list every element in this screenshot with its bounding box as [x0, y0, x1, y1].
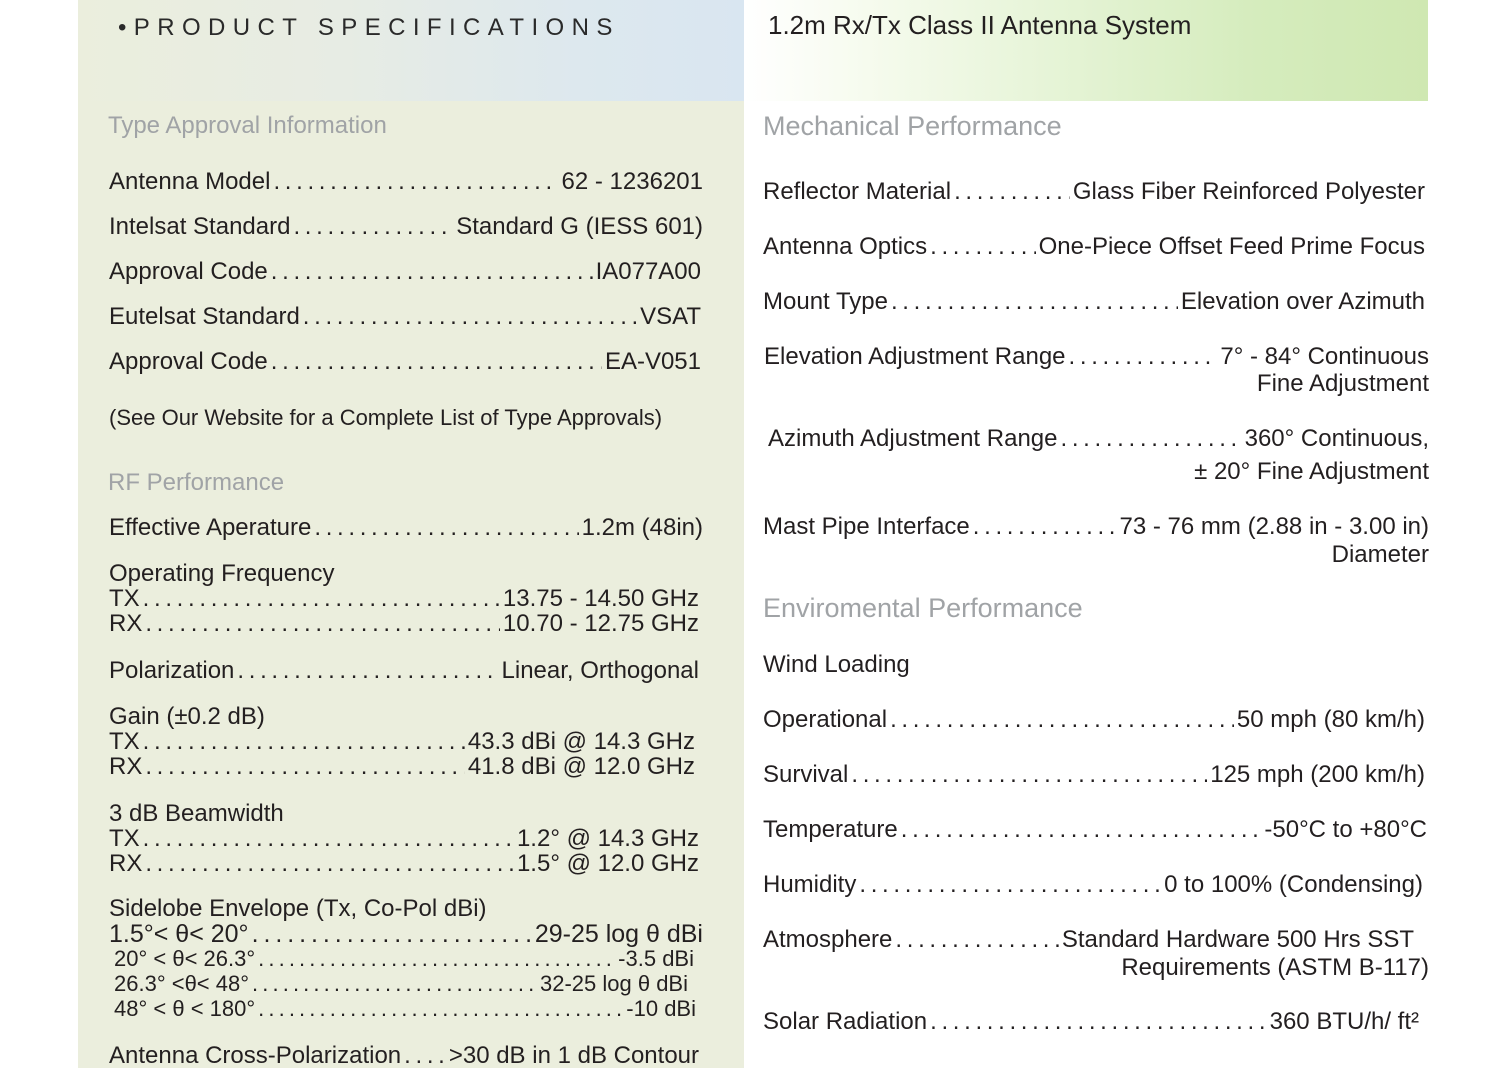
- spec-row-elevation-range: Elevation Adjustment Range7° - 84° Conti…: [764, 344, 1429, 370]
- mast-pipe-continued: Diameter: [1331, 541, 1429, 568]
- gain-label: Gain (±0.2 dB): [109, 703, 265, 730]
- atmosphere-continued: Requirements (ASTM B-117): [1121, 954, 1429, 981]
- spec-row-antenna-optics: Antenna OpticsOne-Piece Offset Feed Prim…: [763, 234, 1425, 260]
- rf-performance-heading: RF Performance: [108, 469, 285, 496]
- type-approval-heading: Type Approval Information: [108, 112, 387, 139]
- spec-row-sidelobe-1: 1.5°< θ< 20°29-25 log θ dBi: [109, 921, 703, 947]
- spec-row-eutelsat-standard: Eutelsat StandardVSAT: [109, 304, 701, 330]
- beamwidth-label: 3 dB Beamwidth: [109, 800, 284, 827]
- spec-row-frequency-rx: RX10.70 - 12.75 GHz: [109, 611, 699, 637]
- spec-row-atmosphere: AtmosphereStandard Hardware 500 Hrs SST: [763, 927, 1414, 953]
- elevation-range-continued: Fine Adjustment: [1256, 370, 1429, 397]
- spec-row-survival: Survival125 mph (200 km/h): [763, 762, 1425, 788]
- spec-row-frequency-tx: TX13.75 - 14.50 GHz: [109, 586, 699, 612]
- spec-row-cross-polarization: Antenna Cross-Polarization>30 dB in 1 dB…: [109, 1043, 699, 1069]
- product-title: 1.2m Rx/Tx Class II Antenna System: [768, 10, 1192, 40]
- spec-row-gain-tx: TX43.3 dBi @ 14.3 GHz: [109, 729, 695, 755]
- spec-row-antenna-model: Antenna Model62 - 1236201: [109, 169, 703, 195]
- left-header-band: •PRODUCT SPECIFICATIONS: [78, 0, 744, 101]
- spec-row-solar-radiation: Solar Radiation360 BTU/h/ ft²: [763, 1009, 1419, 1035]
- left-column: •PRODUCT SPECIFICATIONS Type Approval In…: [78, 0, 744, 1069]
- spec-row-operational: Operational50 mph (80 km/h): [763, 707, 1425, 733]
- azimuth-range-continued: ± 20° Fine Adjustment: [1194, 458, 1429, 485]
- spec-row-temperature: Temperature-50°C to +80°C: [763, 817, 1427, 843]
- spec-row-mast-pipe-interface: Mast Pipe Interface73 - 76 mm (2.88 in -…: [763, 514, 1429, 540]
- spec-row-eutelsat-approval-code: Approval CodeEA-V051: [109, 349, 701, 375]
- spec-row-effective-aperture: Effective Aperature1.2m (48in): [109, 515, 703, 541]
- spec-row-reflector-material: Reflector MaterialGlass Fiber Reinforced…: [763, 179, 1425, 205]
- product-specifications-title: •PRODUCT SPECIFICATIONS: [118, 14, 620, 41]
- spec-row-sidelobe-2: 20° < θ< 26.3°-3.5 dBi: [114, 946, 694, 972]
- spec-row-polarization: PolarizationLinear, Orthogonal: [109, 658, 699, 684]
- spec-row-azimuth-range: Azimuth Adjustment Range360° Continuous,: [768, 426, 1429, 452]
- spec-row-approval-code: Approval CodeIA077A00: [109, 259, 701, 285]
- spec-row-beamwidth-rx: RX1.5° @ 12.0 GHz: [109, 851, 699, 877]
- operating-frequency-label: Operating Frequency: [109, 560, 335, 587]
- environmental-performance-heading: Enviromental Performance: [763, 593, 1083, 623]
- mechanical-performance-heading: Mechanical Performance: [763, 111, 1062, 141]
- spec-row-intelsat-standard: Intelsat StandardStandard G (IESS 601): [109, 214, 703, 240]
- right-header-band: 1.2m Rx/Tx Class II Antenna System: [744, 0, 1428, 101]
- wind-loading-label: Wind Loading: [763, 651, 910, 678]
- spec-row-gain-rx: RX41.8 dBi @ 12.0 GHz: [109, 754, 695, 780]
- spec-row-mount-type: Mount TypeElevation over Azimuth: [763, 289, 1425, 315]
- spec-row-sidelobe-4: 48° < θ < 180°-10 dBi: [114, 996, 696, 1022]
- sidelobe-envelope-label: Sidelobe Envelope (Tx, Co-Pol dBi): [109, 895, 487, 922]
- spec-row-sidelobe-3: 26.3° <θ< 48°32-25 log θ dBi: [114, 971, 688, 997]
- type-approvals-note: (See Our Website for a Complete List of …: [109, 405, 663, 430]
- spec-row-humidity: Humidity0 to 100% (Condensing): [763, 872, 1423, 898]
- spec-row-beamwidth-tx: TX1.2° @ 14.3 GHz: [109, 826, 699, 852]
